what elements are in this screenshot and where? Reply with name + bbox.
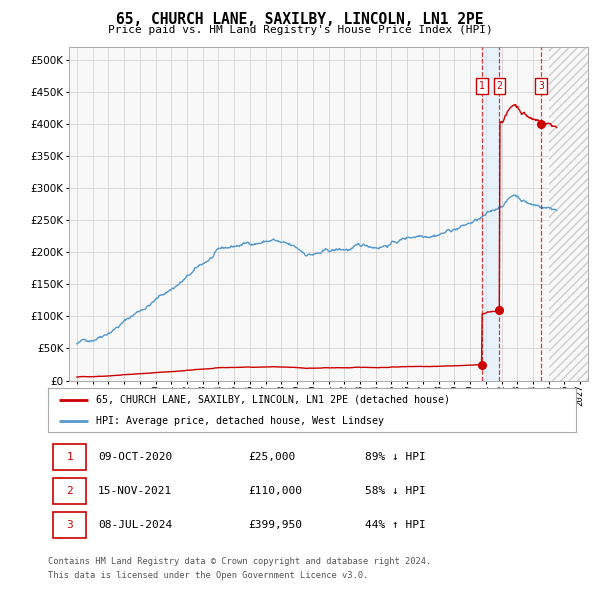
Text: 65, CHURCH LANE, SAXILBY, LINCOLN, LN1 2PE (detached house): 65, CHURCH LANE, SAXILBY, LINCOLN, LN1 2… — [95, 395, 449, 405]
FancyBboxPatch shape — [53, 478, 86, 504]
Text: 1: 1 — [66, 453, 73, 462]
Text: 1: 1 — [479, 81, 485, 91]
Text: £110,000: £110,000 — [248, 486, 302, 496]
Text: Contains HM Land Registry data © Crown copyright and database right 2024.: Contains HM Land Registry data © Crown c… — [48, 557, 431, 566]
Bar — [548, 47, 588, 381]
Text: 2: 2 — [497, 81, 502, 91]
Text: This data is licensed under the Open Government Licence v3.0.: This data is licensed under the Open Gov… — [48, 571, 368, 580]
Text: £399,950: £399,950 — [248, 520, 302, 530]
Bar — [548, 47, 588, 381]
FancyBboxPatch shape — [53, 513, 86, 538]
Text: 08-JUL-2024: 08-JUL-2024 — [98, 520, 172, 530]
Text: Price paid vs. HM Land Registry's House Price Index (HPI): Price paid vs. HM Land Registry's House … — [107, 25, 493, 35]
Text: £25,000: £25,000 — [248, 453, 296, 462]
Text: 3: 3 — [66, 520, 73, 530]
Text: 15-NOV-2021: 15-NOV-2021 — [98, 486, 172, 496]
Text: 3: 3 — [538, 81, 544, 91]
Text: 89% ↓ HPI: 89% ↓ HPI — [365, 453, 425, 462]
Text: 2: 2 — [66, 486, 73, 496]
FancyBboxPatch shape — [53, 444, 86, 470]
Text: HPI: Average price, detached house, West Lindsey: HPI: Average price, detached house, West… — [95, 416, 383, 426]
Text: 09-OCT-2020: 09-OCT-2020 — [98, 453, 172, 462]
Text: 65, CHURCH LANE, SAXILBY, LINCOLN, LN1 2PE: 65, CHURCH LANE, SAXILBY, LINCOLN, LN1 2… — [116, 12, 484, 27]
Bar — [482, 47, 499, 381]
Text: 44% ↑ HPI: 44% ↑ HPI — [365, 520, 425, 530]
Text: 58% ↓ HPI: 58% ↓ HPI — [365, 486, 425, 496]
